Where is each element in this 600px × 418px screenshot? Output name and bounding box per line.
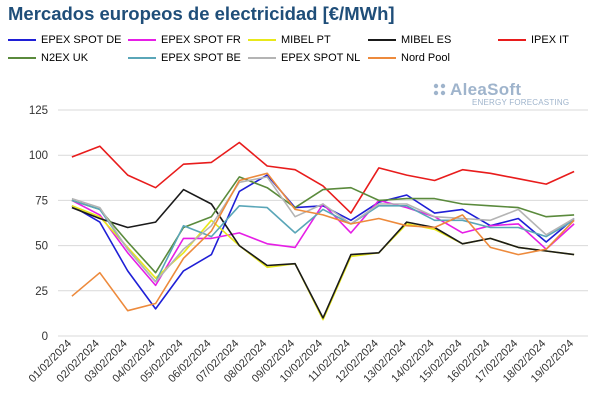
series-line-n2ex-uk xyxy=(71,176,575,274)
chart-legend: EPEX SPOT DE EPEX SPOT FR MIBEL PT MIBEL ES… xyxy=(8,32,598,68)
legend-swatch xyxy=(368,39,396,41)
aleasoft-logo: AleaSoft ENERGY FORECASTING xyxy=(432,80,592,108)
legend-swatch xyxy=(248,57,276,59)
legend-label: EPEX SPOT FR xyxy=(161,34,241,46)
series-line-mibel-es xyxy=(71,188,575,319)
legend-label: MIBEL PT xyxy=(281,34,331,46)
legend-label: EPEX SPOT NL xyxy=(281,52,361,64)
y-tick-label-100: 100 xyxy=(29,150,48,162)
series-line-epex-spot-de xyxy=(71,174,575,310)
legend-item-epex-spot-fr: EPEX SPOT FR xyxy=(128,32,241,48)
legend-item-epex-spot-be: EPEX SPOT BE xyxy=(128,50,241,66)
legend-label: IPEX IT xyxy=(531,34,569,46)
series-line-epex-spot-nl xyxy=(71,176,575,283)
legend-swatch xyxy=(498,39,526,41)
legend-item-ipex-it: IPEX IT xyxy=(498,32,569,48)
y-tick-label-75: 75 xyxy=(35,195,48,207)
legend-swatch xyxy=(8,39,36,41)
legend-label: EPEX SPOT DE xyxy=(41,34,122,46)
legend-swatch xyxy=(248,39,276,41)
legend-item-mibel-pt: MIBEL PT xyxy=(248,32,331,48)
logo-text: AleaSoft xyxy=(450,80,522,99)
y-tick-label-0: 0 xyxy=(42,331,48,343)
legend-label: N2EX UK xyxy=(41,52,89,64)
legend-swatch xyxy=(128,57,156,59)
legend-label: MIBEL ES xyxy=(401,34,452,46)
legend-label: Nord Pool xyxy=(401,52,450,64)
legend-item-n2ex-uk: N2EX UK xyxy=(8,50,88,66)
y-tick-label-50: 50 xyxy=(35,241,48,253)
legend-item-nord-pool: Nord Pool xyxy=(368,50,450,66)
y-tick-label-125: 125 xyxy=(29,105,48,117)
logo-subtext: ENERGY FORECASTING xyxy=(472,98,570,107)
legend-item-mibel-es: MIBEL ES xyxy=(368,32,451,48)
series-line-nord-pool xyxy=(71,172,575,312)
legend-label: EPEX SPOT BE xyxy=(161,52,241,64)
legend-swatch xyxy=(128,39,156,41)
legend-item-epex-spot-nl: EPEX SPOT NL xyxy=(248,50,360,66)
y-tick-label-25: 25 xyxy=(35,286,48,298)
legend-swatch xyxy=(368,57,396,59)
aleasoft-logo-icon xyxy=(433,83,446,96)
legend-item-epex-spot-de: EPEX SPOT DE xyxy=(8,32,122,48)
legend-swatch xyxy=(8,57,36,59)
chart-title: Mercados europeos de electricidad [€/MWh… xyxy=(8,3,395,24)
series-line-ipex-it xyxy=(71,141,575,214)
